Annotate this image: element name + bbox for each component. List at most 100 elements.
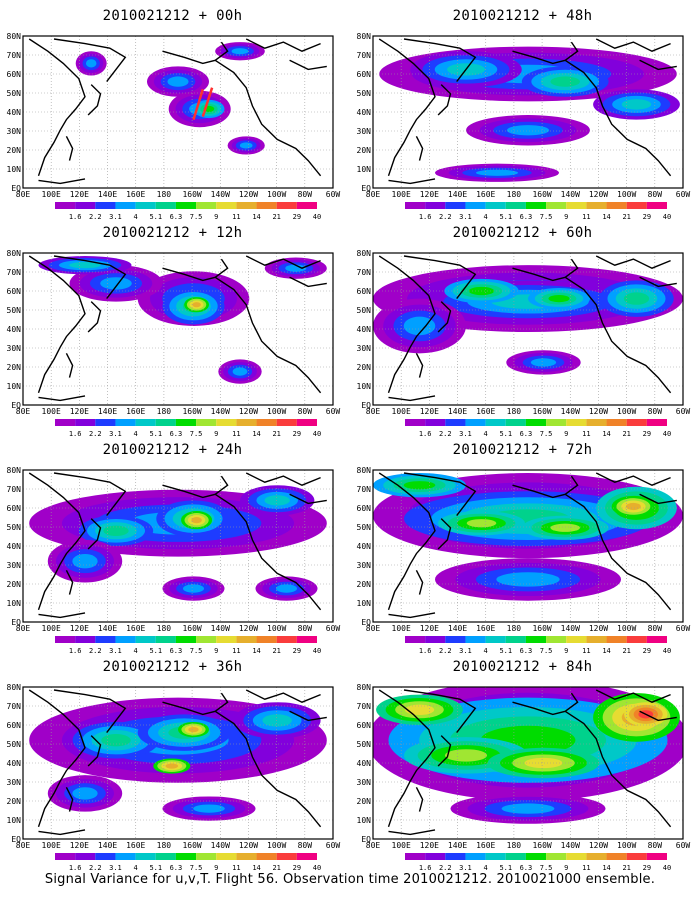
lon-tick-label: 160W — [182, 624, 201, 633]
variance-contour — [623, 292, 650, 305]
coastline — [289, 59, 327, 71]
colorbar-swatch — [505, 419, 526, 426]
colorbar-tick-label: 40 — [313, 864, 321, 872]
lon-tick-label: 120W — [589, 407, 608, 416]
colorbar-swatch — [175, 419, 197, 426]
lat-tick-label: 20N — [7, 146, 22, 155]
lon-tick-label: 140W — [561, 407, 580, 416]
colorbar-swatch — [155, 636, 176, 643]
coastline — [53, 689, 127, 734]
coastline — [214, 59, 322, 177]
colorbar-swatch — [405, 202, 426, 209]
lat-tick-label: 60N — [7, 70, 22, 79]
lon-tick-label: 60W — [676, 190, 691, 199]
lat-tick-label: 60N — [7, 287, 22, 296]
colorbar-tick-label: 21 — [622, 647, 630, 655]
colorbar-swatch — [296, 636, 317, 643]
colorbar-swatch — [606, 853, 627, 860]
colorbar-swatch — [626, 419, 647, 426]
lat-tick-label: EQ — [11, 835, 21, 844]
colorbar-tick-label: 21 — [272, 430, 280, 438]
colorbar-swatch — [196, 202, 217, 209]
lon-tick-label: 80E — [16, 624, 31, 633]
colorbar-tick-label: 29 — [293, 430, 301, 438]
variance-contour — [191, 517, 202, 524]
colorbar-swatch — [606, 636, 627, 643]
colorbar-tick-label: 7.5 — [190, 213, 203, 221]
colorbar-tick-label: 11 — [232, 647, 240, 655]
lon-tick-label: 160W — [532, 624, 551, 633]
colorbar-tick-label: 5.1 — [499, 864, 512, 872]
colorbar-tick-label: 40 — [313, 647, 321, 655]
lon-tick-label: 80E — [16, 407, 31, 416]
colorbar-tick-label: 2.2 — [439, 430, 452, 438]
colorbar-swatch — [525, 202, 547, 209]
colorbar-tick-label: 29 — [293, 864, 301, 872]
lat-tick-label: 60N — [357, 287, 372, 296]
lat-tick-label: 40N — [7, 108, 22, 117]
coastline — [437, 84, 452, 116]
lat-tick-label: 20N — [357, 580, 372, 589]
lon-tick-label: 180 — [507, 190, 522, 199]
coastline — [595, 38, 671, 52]
colorbar-swatch — [135, 202, 156, 209]
coastline — [388, 612, 436, 619]
lat-tick-label: 40N — [357, 759, 372, 768]
variance-contour — [182, 584, 205, 593]
colorbar-tick-label: 11 — [582, 213, 590, 221]
lon-tick-label: 60W — [676, 841, 691, 850]
colorbar-tick-label: 7.5 — [190, 430, 203, 438]
lon-tick-label: 80W — [298, 407, 313, 416]
lon-tick-label: 80W — [648, 841, 663, 850]
colorbar-tick-label: 6.3 — [170, 647, 183, 655]
coastline — [289, 493, 327, 505]
lat-tick-label: 70N — [357, 485, 372, 494]
coastline — [639, 710, 677, 722]
lat-tick-label: 20N — [357, 363, 372, 372]
lat-tick-label: 80N — [7, 32, 22, 41]
lon-tick-label: 180 — [157, 407, 172, 416]
lon-tick-label: 120E — [420, 624, 439, 633]
map-frame — [22, 35, 334, 189]
lon-tick-label: 140E — [98, 624, 117, 633]
colorbar-tick-label: 21 — [622, 430, 630, 438]
coastline — [639, 493, 677, 505]
map-panel-48h: 2010021212 + 48h 80N 70N 60N 50N 40N 30N 20N 10… — [355, 8, 691, 221]
colorbar-swatch — [505, 202, 526, 209]
variance-contour — [103, 525, 129, 536]
coastline — [403, 38, 477, 83]
colorbar-tick-label: 6.3 — [520, 864, 533, 872]
coastline — [564, 493, 672, 611]
colorbar-tick-label: 2.2 — [89, 864, 102, 872]
lat-tick-label: 80N — [357, 249, 372, 258]
coastline — [415, 569, 424, 595]
colorbar-swatch — [95, 853, 116, 860]
coastline — [388, 178, 436, 185]
colorbar-swatch — [405, 853, 426, 860]
variance-contour — [403, 481, 436, 490]
lon-tick-label: 160W — [182, 190, 201, 199]
coastline — [512, 692, 579, 716]
colorbar-tick-label: 9 — [564, 213, 568, 221]
lon-tick-label: 140W — [211, 190, 230, 199]
colorbar-swatch — [505, 853, 526, 860]
colorbar-swatch — [586, 636, 607, 643]
colorbar-swatch — [425, 853, 446, 860]
lat-tick-label: 50N — [7, 89, 22, 98]
lon-tick-label: 120W — [239, 624, 258, 633]
colorbar: 1.6 2.2 3.1 4 5.1 6.3 7.5 9 11 14 21 29 40 — [405, 202, 671, 221]
colorbar-tick-label: 9 — [564, 430, 568, 438]
lon-tick-label: 180 — [157, 624, 172, 633]
colorbar-swatch — [566, 636, 587, 643]
colorbar-swatch — [196, 636, 217, 643]
colorbar-tick-label: 5.1 — [149, 647, 162, 655]
lon-tick-label: 120E — [70, 407, 89, 416]
colorbar-swatch — [75, 419, 96, 426]
lat-tick-label: 70N — [7, 702, 22, 711]
colorbar-swatch — [646, 419, 667, 426]
colorbar-tick-label: 6.3 — [170, 864, 183, 872]
colorbar-swatch — [606, 419, 627, 426]
variance-contour — [501, 803, 555, 814]
lat-tick-label: 10N — [357, 165, 372, 174]
coastline — [415, 786, 424, 812]
